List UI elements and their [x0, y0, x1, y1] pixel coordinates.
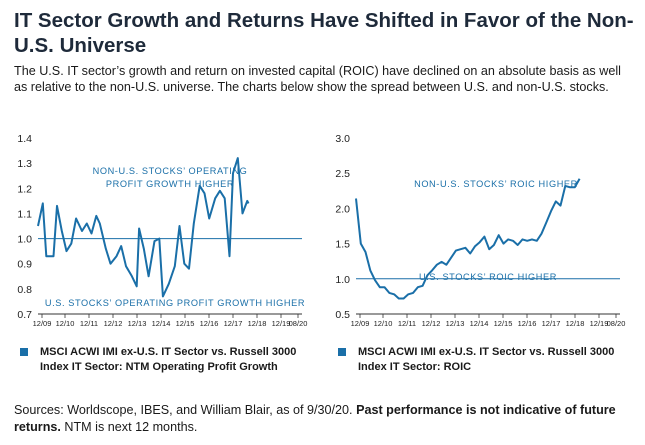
- y-tick-label: 3.0: [335, 133, 350, 145]
- disclaimer-text: Past performance is not indicative of fu…: [14, 403, 616, 434]
- sources-text: Sources: Worldscope, IBES, and William B…: [14, 403, 353, 417]
- ntm-note: NTM is next 12 months.: [64, 420, 198, 434]
- x-tick-label: 12/17: [224, 319, 243, 328]
- legend-label: MSCI ACWI IMI ex-U.S. IT Sector vs. Russ…: [358, 346, 615, 373]
- x-tick-label: 12/15: [176, 319, 195, 328]
- chart-roic: 0.5 1.0 1.5 2.0 2.5 3.0 12/09 12/10 12/11 12/12 12…: [330, 128, 630, 328]
- y-tick-label: 0.7: [17, 309, 32, 321]
- y-tick-label: 1.0: [335, 274, 350, 286]
- chart-operating-profit-growth: 0.7 0.8 0.9 1.0 1.1 1.2 1.3 1.4 12/09 12/10 12/11 1…: [12, 128, 312, 328]
- series-line: [37, 157, 250, 298]
- x-tick-label: 08/20: [607, 319, 626, 328]
- x-tick-label: 08/20: [289, 319, 308, 328]
- x-tick-label: 12/15: [494, 319, 513, 328]
- x-tick-label: 12/14: [152, 319, 171, 328]
- x-tick-label: 12/16: [200, 319, 219, 328]
- chart-roic-svg: 0.5 1.0 1.5 2.0 2.5 3.0 12/09 12/10 12/11 12/12 12…: [335, 133, 626, 328]
- x-tick-label: 12/18: [248, 319, 267, 328]
- x-tick-label: 12/19: [590, 319, 609, 328]
- x-tick-label: 12/19: [272, 319, 291, 328]
- y-tick-label: 0.8: [17, 284, 32, 296]
- legend-swatch: [20, 348, 28, 356]
- chart-operating-profit-growth-svg: 0.7 0.8 0.9 1.0 1.1 1.2 1.3 1.4 12/09 12/10 12/11 1…: [17, 133, 308, 328]
- x-tick-label: 12/12: [422, 319, 441, 328]
- x-tick-label: 12/10: [374, 319, 393, 328]
- x-tick-label: 12/13: [446, 319, 465, 328]
- x-tick-label: 12/14: [470, 319, 489, 328]
- annotation-lower: U.S. STOCKS’ OPERATING PROFIT GROWTH HIG…: [45, 298, 305, 308]
- page-title: IT Sector Growth and Returns Have Shifte…: [14, 9, 634, 57]
- x-tick-label: 12/17: [542, 319, 561, 328]
- x-tick-label: 12/12: [104, 319, 123, 328]
- y-tick-label: 1.3: [17, 158, 32, 170]
- y-tick-label: 1.5: [335, 239, 350, 251]
- annotation-upper-line-2: PROFIT GROWTH HIGHER: [106, 179, 234, 189]
- annotation-lower: U.S. STOCKS’ ROIC HIGHER: [419, 272, 557, 282]
- y-tick-label: 1.2: [17, 183, 32, 195]
- sources-note: Sources: Worldscope, IBES, and William B…: [14, 402, 634, 436]
- y-tick-label: 1.1: [17, 208, 32, 220]
- annotation-upper: NON-U.S. STOCKS’ ROIC HIGHER: [414, 179, 578, 189]
- annotation-upper-line-1: NON-U.S. STOCKS’ OPERATING: [93, 166, 248, 176]
- intro-text: The U.S. IT sector’s growth and return o…: [14, 64, 621, 94]
- y-tick-label: 2.5: [335, 168, 350, 180]
- x-tick-label: 12/09: [33, 319, 52, 328]
- x-tick-label: 12/11: [80, 319, 98, 328]
- y-tick-label: 2.0: [335, 203, 350, 215]
- y-tick-label: 1.0: [17, 234, 32, 246]
- y-tick-label: 1.4: [17, 133, 32, 145]
- legend-label: MSCI ACWI IMI ex-U.S. IT Sector vs. Russ…: [40, 346, 297, 373]
- y-tick-label: 0.5: [335, 309, 350, 321]
- x-tick-label: 12/10: [56, 319, 75, 328]
- legend-swatch: [338, 348, 346, 356]
- series-line: [355, 178, 581, 300]
- x-tick-label: 12/18: [566, 319, 585, 328]
- x-tick-label: 12/16: [518, 319, 537, 328]
- x-tick-label: 12/13: [128, 319, 147, 328]
- x-tick-label: 12/11: [398, 319, 416, 328]
- y-tick-label: 0.9: [17, 259, 32, 271]
- x-tick-label: 12/09: [351, 319, 370, 328]
